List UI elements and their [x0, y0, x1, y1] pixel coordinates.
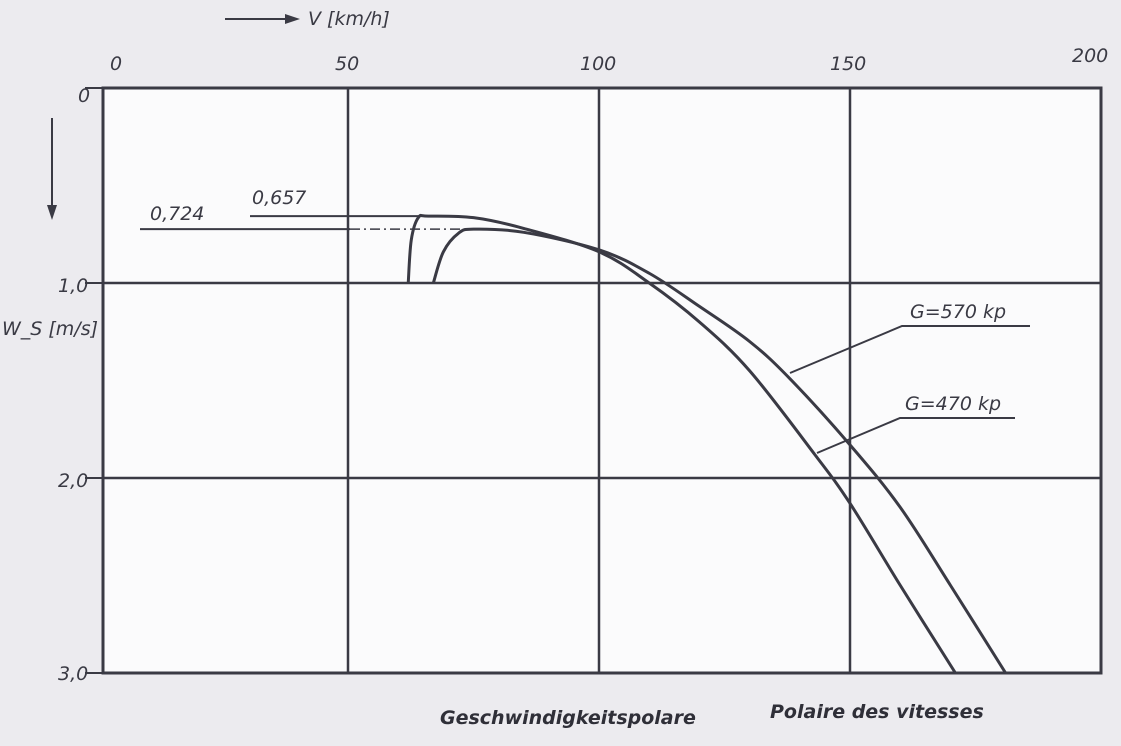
- caption-french: Polaire des vitesses: [770, 701, 984, 723]
- y-tick-label: 2,0: [58, 470, 88, 492]
- annotations: 0,724 0,657 G=570 kp G=470 kp: [140, 187, 1030, 454]
- x-tick-label: 150: [830, 53, 866, 75]
- series-leader-470: [816, 417, 1015, 454]
- y-axis-label: W_S [m/s]: [2, 318, 98, 340]
- tick-labels: 0 50 100 150 200 0 1,0 2,0 3,0: [58, 45, 1108, 685]
- series-line-570kp: [431, 227, 1007, 674]
- y-tick-label: 3,0: [58, 663, 88, 685]
- arrow-head: [47, 205, 57, 220]
- caption-german: Geschwindigkeitspolare: [440, 707, 696, 729]
- arrow-head: [285, 14, 300, 24]
- x-tick-label: 200: [1072, 45, 1108, 67]
- series-label-570: G=570 kp: [910, 301, 1006, 323]
- min-sink-label-570: 0,724: [150, 203, 204, 225]
- x-axis-label: V [km/h]: [308, 8, 390, 30]
- min-sink-label-470: 0,657: [252, 187, 306, 209]
- x-tick-label: 100: [580, 53, 616, 75]
- grid: [85, 87, 1101, 674]
- x-tick-label: 50: [335, 53, 359, 75]
- series-label-470: G=470 kp: [905, 393, 1001, 415]
- y-tick-label: 1,0: [58, 275, 88, 297]
- series-leader-570: [789, 325, 1030, 374]
- x-axis-title: V [km/h]: [225, 8, 390, 30]
- plot-frame: [101, 86, 1103, 675]
- y-axis-title: W_S [m/s]: [2, 118, 98, 340]
- x-tick-label: 0: [110, 53, 122, 75]
- y-tick-label: 0: [78, 85, 90, 107]
